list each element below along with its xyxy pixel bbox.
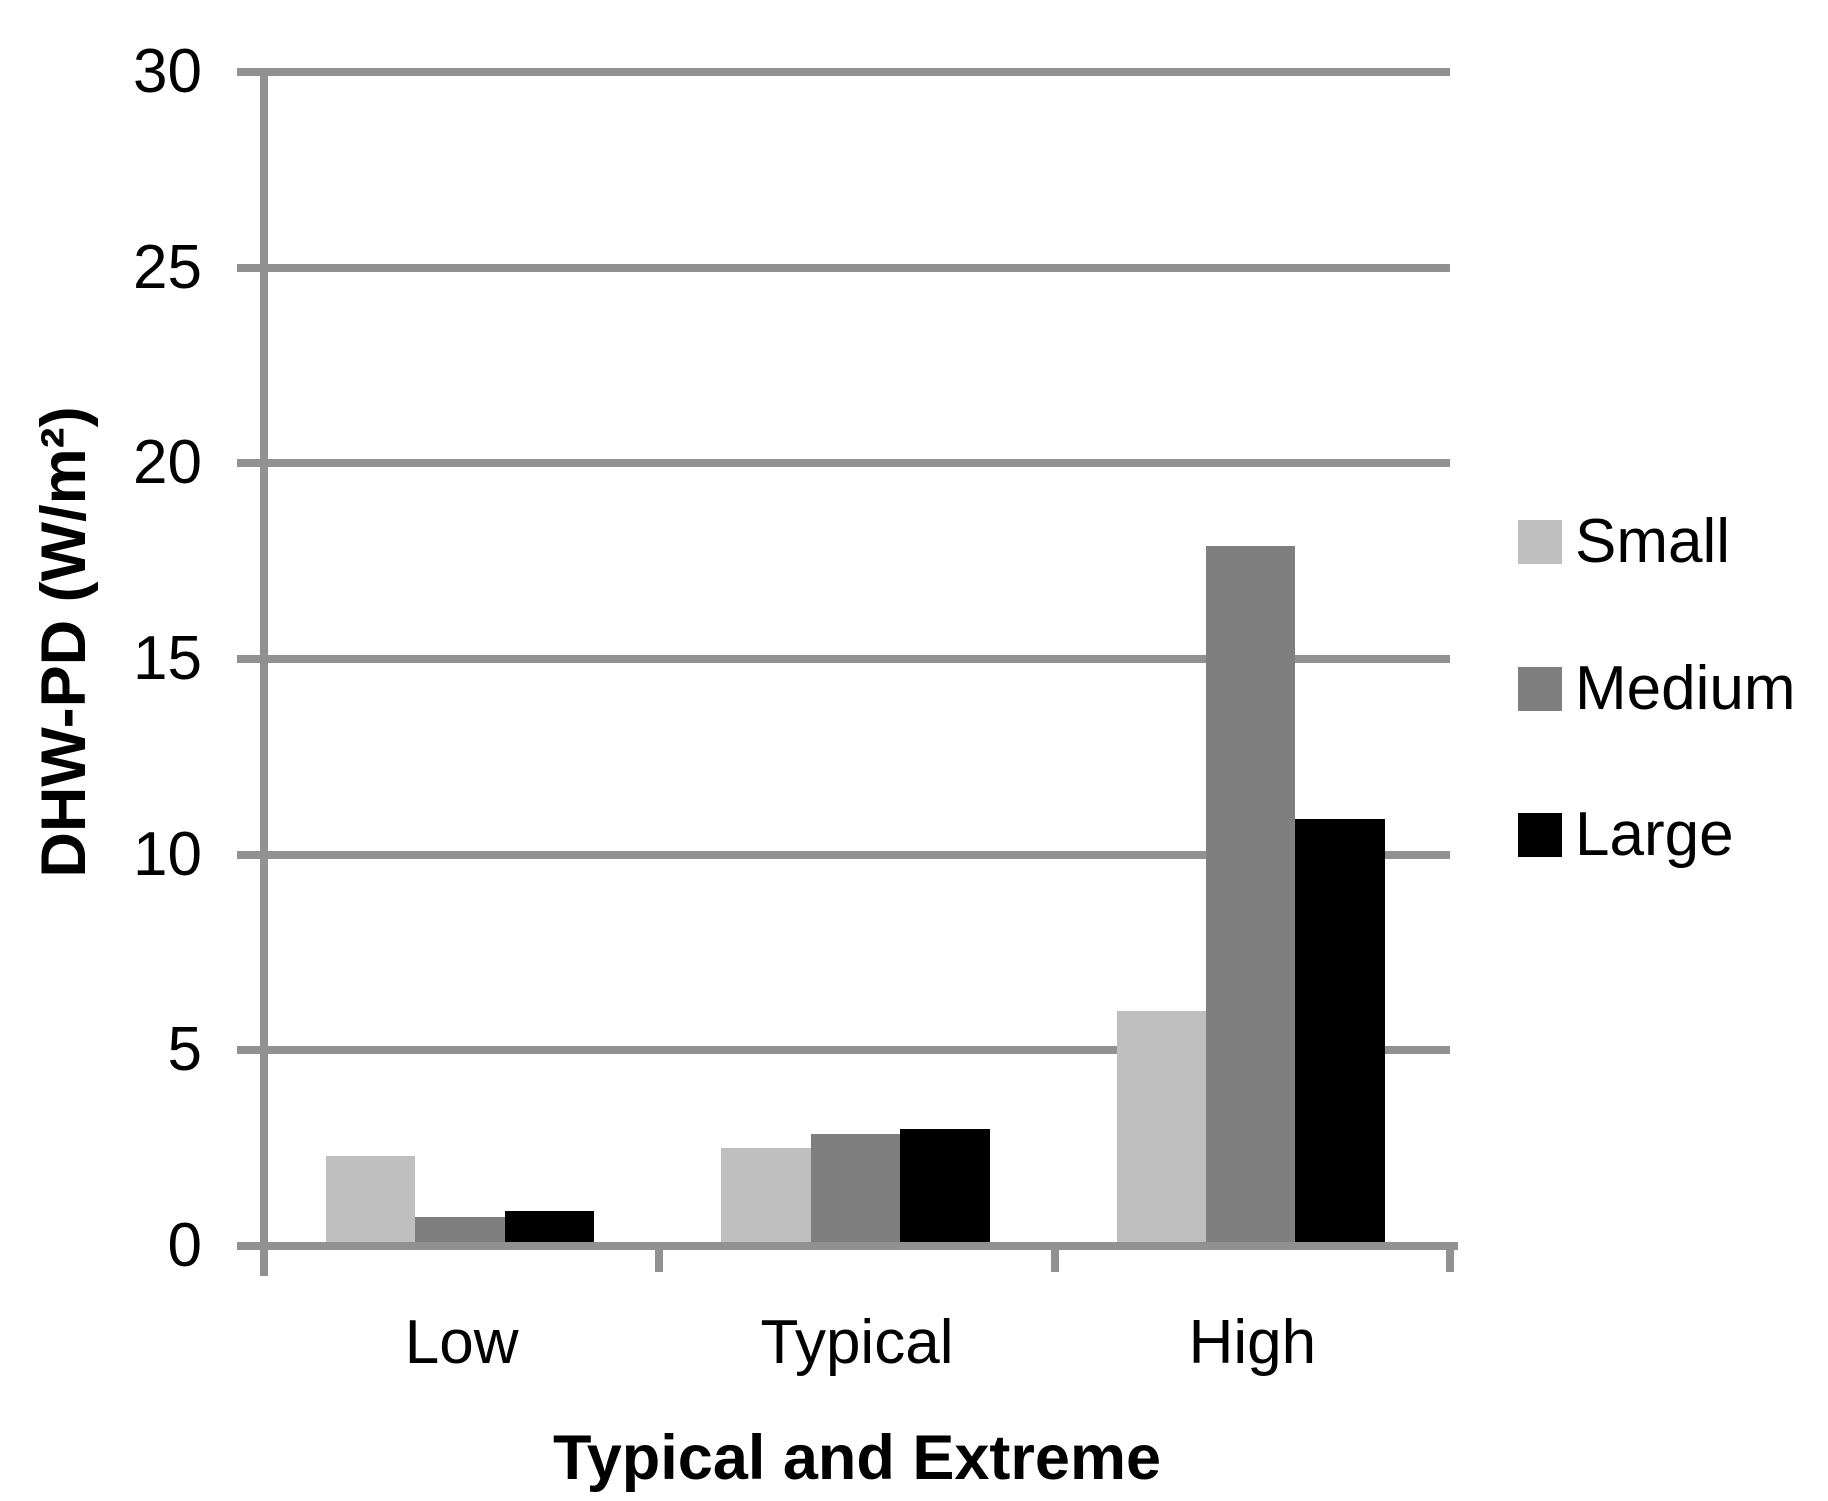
- bar-large-typical: [900, 1128, 990, 1246]
- legend-item-small: Small: [1518, 511, 1730, 573]
- bar-medium-typical: [810, 1134, 901, 1246]
- x-axis-tick: [1050, 1246, 1059, 1272]
- gridline: [237, 1046, 1450, 1055]
- legend-label-large: Large: [1575, 800, 1734, 869]
- x-axis-line: [237, 1242, 1458, 1250]
- bar-medium-low: [415, 1216, 505, 1246]
- x-tick-label: Low: [404, 1308, 519, 1377]
- legend-swatch-medium: [1518, 666, 1562, 711]
- bar-large-low: [504, 1210, 595, 1246]
- x-axis-title: Typical and Extreme: [552, 1423, 1162, 1493]
- bar-large-high: [1295, 819, 1385, 1246]
- legend-label-medium: Medium: [1575, 653, 1796, 723]
- x-tick-label: Typical: [760, 1308, 954, 1377]
- bar-small-high: [1116, 1011, 1207, 1246]
- legend-swatch-small: [1518, 520, 1562, 564]
- bar-small-typical: [721, 1148, 811, 1246]
- y-tick-label: 30: [133, 37, 202, 106]
- x-tick-label: High: [1188, 1308, 1317, 1377]
- y-tick-label: 10: [133, 819, 202, 889]
- legend-label-small: Small: [1575, 507, 1731, 576]
- y-tick-label: 0: [167, 1211, 202, 1280]
- y-tick-label: 25: [133, 232, 202, 302]
- legend-item-large: Large: [1518, 804, 1734, 866]
- y-tick-label: 5: [167, 1015, 202, 1085]
- bar-small-low: [326, 1155, 416, 1246]
- gridline: [237, 655, 1450, 663]
- y-tick-label: 15: [133, 624, 202, 693]
- x-axis-tick: [655, 1246, 664, 1272]
- gridline: [237, 263, 1450, 272]
- y-axis-line: [260, 72, 268, 1276]
- bar-medium-high: [1206, 545, 1296, 1246]
- x-axis-tick: [260, 1246, 268, 1272]
- gridline: [237, 68, 1450, 76]
- gridline: [237, 850, 1450, 859]
- y-tick-label: 20: [133, 428, 202, 498]
- legend-swatch-large: [1518, 813, 1562, 857]
- gridline: [237, 459, 1450, 468]
- x-axis-tick: [1446, 1246, 1454, 1272]
- legend-item-medium: Medium: [1518, 657, 1796, 719]
